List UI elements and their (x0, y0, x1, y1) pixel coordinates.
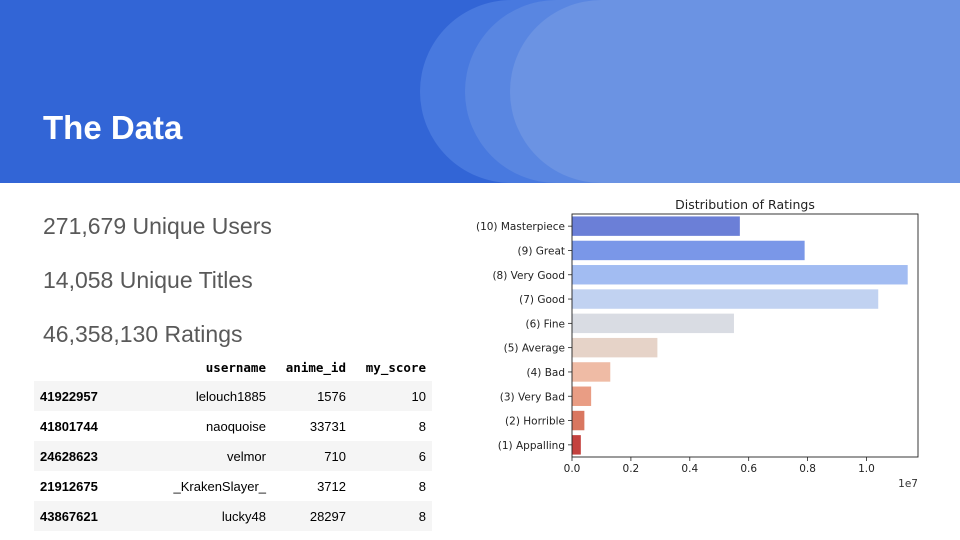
cell-my-score: 8 (352, 501, 432, 531)
column-header-anime-id: anime_id (285, 359, 346, 375)
y-tick-label: (9) Great (518, 245, 565, 257)
stat-ratings: 46,358,130 Ratings (43, 321, 243, 347)
y-tick-label: (5) Average (504, 343, 565, 355)
cell-username: naoquoise (206, 418, 266, 434)
table-row: 41922957 lelouch1885 1576 10 (34, 381, 432, 411)
chart-bar (572, 289, 879, 309)
stat-unique-users: 271,679 Unique Users (43, 213, 272, 239)
chart-bar (572, 386, 592, 406)
chart-y-tick-labels: (10) Masterpiece (9) Great (8) Very Good (7… (476, 221, 572, 452)
ratings-distribution-chart: Distribution of Ratings (10) Masterpiece… (476, 197, 919, 490)
chart-x-tick-labels: 0.0 0.2 0.4 0.6 0.8 1.0 (564, 457, 875, 475)
y-tick-label: (7) Good (519, 294, 565, 306)
chart-title: Distribution of Ratings (675, 197, 815, 212)
chart-bar (572, 410, 585, 431)
row-index: 43867621 (34, 501, 128, 531)
y-tick-label: (6) Fine (525, 318, 565, 330)
cell-anime-id: 1576 (272, 381, 352, 411)
x-tick-label: 0.8 (799, 463, 816, 475)
column-header-index (34, 353, 128, 381)
cell-my-score: 10 (352, 381, 432, 411)
y-tick-label: (8) Very Good (492, 270, 565, 282)
table-row: 41801744 naoquoise 33731 8 (34, 411, 432, 441)
row-index: 21912675 (40, 478, 98, 494)
cell-anime-id: 710 (272, 441, 352, 471)
cell-anime-id: 28297 (272, 501, 352, 531)
chart-bar (572, 337, 658, 358)
chart-bar (572, 240, 805, 261)
y-tick-label: (1) Appalling (498, 440, 565, 452)
chart-bar (572, 362, 611, 382)
y-tick-label: (10) Masterpiece (476, 221, 565, 233)
cell-username: lelouch1885 (128, 381, 272, 411)
title-banner: The Data (0, 0, 960, 183)
x-tick-label: 0.6 (740, 463, 757, 475)
row-index: 41922957 (34, 381, 128, 411)
banner-decoration (510, 0, 960, 183)
cell-my-score: 6 (352, 441, 432, 471)
chart-bar (572, 313, 734, 334)
column-header-my-score: my_score (365, 359, 426, 375)
cell-username: velmor (128, 441, 272, 471)
cell-username: lucky48 (128, 501, 272, 531)
cell-my-score: 8 (418, 478, 426, 494)
x-tick-label: 0.4 (681, 463, 698, 475)
cell-anime-id: 3712 (317, 478, 346, 494)
table-row: 43867621 lucky48 28297 8 (34, 501, 432, 531)
x-tick-label: 1.0 (858, 463, 875, 475)
chart-x-scale-label: 1e7 (898, 478, 918, 490)
cell-username: _KrakenSlayer_ (173, 478, 267, 494)
chart-bar (572, 435, 581, 455)
ratings-dataframe-table: username anime_id my_score 41922957 lelo… (34, 353, 432, 531)
table-row: 21912675 _KrakenSlayer_ 3712 8 (34, 471, 432, 501)
row-index: 24628623 (34, 441, 128, 471)
chart-plot-frame (571, 213, 919, 458)
chart-bar (572, 265, 908, 285)
column-header-username: username (205, 359, 266, 375)
chart-bar (572, 216, 740, 236)
cell-anime-id: 33731 (309, 418, 346, 434)
chart-bars (572, 216, 908, 455)
y-tick-label: (4) Bad (526, 367, 565, 379)
table-header-row: username anime_id my_score (34, 353, 432, 381)
cell-my-score: 8 (418, 418, 426, 434)
y-tick-label: (3) Very Bad (500, 391, 565, 403)
x-tick-label: 0.2 (623, 463, 640, 475)
row-index: 41801744 (40, 418, 98, 434)
slide-title: The Data (43, 109, 183, 146)
y-tick-label: (2) Horrible (505, 416, 565, 428)
table-row: 24628623 velmor 710 6 (34, 441, 432, 471)
x-tick-label: 0.0 (564, 463, 581, 475)
stat-unique-titles: 14,058 Unique Titles (43, 267, 253, 293)
